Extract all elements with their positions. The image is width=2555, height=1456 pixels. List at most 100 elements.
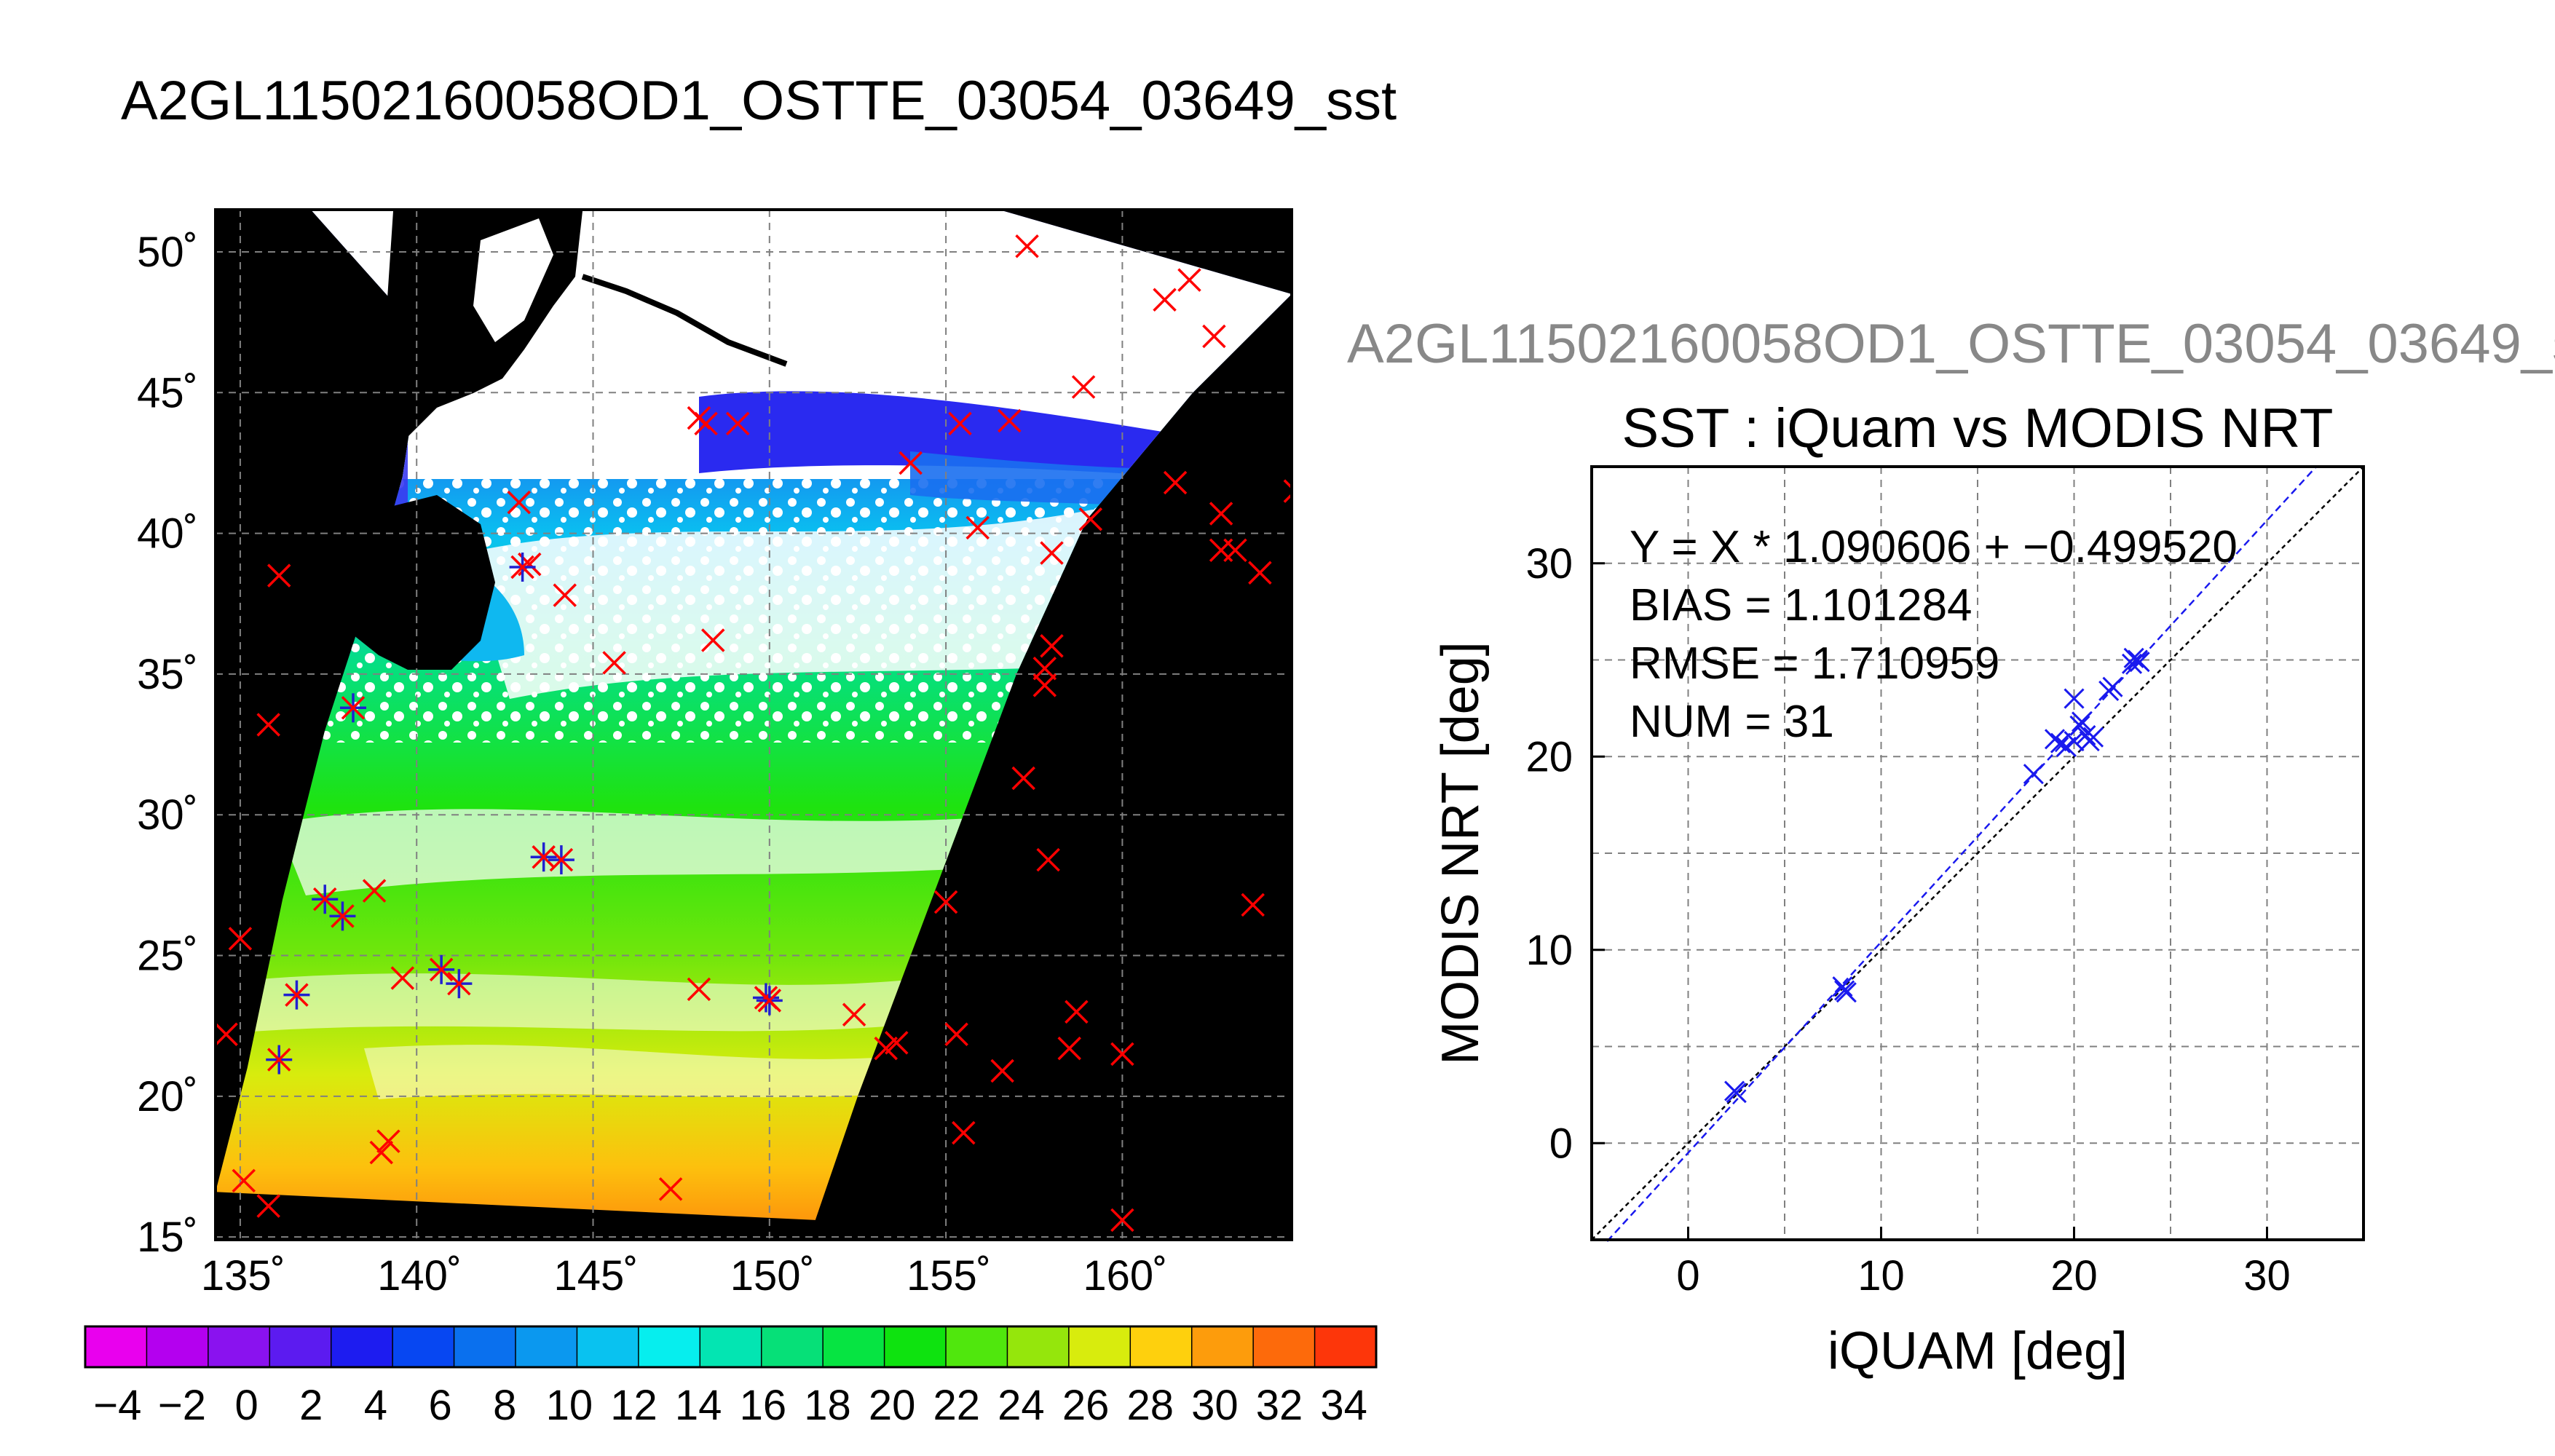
station-marker-40: [1071, 375, 1096, 399]
y-tick-label-1: 10: [1525, 927, 1573, 974]
lon-tick-label-0: 135˚: [201, 1252, 285, 1299]
station-marker-53: [1283, 479, 1292, 503]
y-tick-label-3: 30: [1525, 540, 1573, 587]
station-marker-34: [1032, 656, 1057, 681]
colorbar-label-5: 6: [428, 1382, 451, 1429]
colorbar-cell-3: [269, 1326, 332, 1367]
matchup-station-9: [548, 845, 574, 875]
scatter-x-ticks: 0 10 20 30: [1676, 1227, 2291, 1299]
colorbar-cell-11: [761, 1326, 824, 1367]
colorbar-label-17: 30: [1191, 1382, 1239, 1429]
colorbar-label-12: 20: [869, 1382, 916, 1429]
scatter-plot-title: SST : iQuam vs MODIS NRT: [1622, 397, 2334, 459]
kuril-islands: [581, 274, 788, 367]
colorbar-cell-10: [700, 1326, 762, 1367]
station-marker-14: [658, 1177, 683, 1201]
matchup-station-0: [266, 1045, 293, 1075]
station-marker-48: [1209, 502, 1233, 526]
scatter-point-18: [2121, 653, 2143, 674]
colorbar-cell-20: [1314, 1326, 1377, 1367]
station-marker-1: [228, 927, 253, 951]
station-marker-7: [369, 1140, 393, 1165]
colorbar-cells: [85, 1326, 1377, 1367]
scatter-point-11: [2069, 715, 2090, 736]
colorbar-label-19: 34: [1320, 1382, 1367, 1429]
colorbar-cell-16: [1068, 1326, 1131, 1367]
station-marker-10: [507, 490, 531, 515]
scatter-point-21: [2129, 652, 2150, 673]
station-marker-30: [998, 408, 1022, 433]
station-marker-6: [362, 879, 387, 903]
y-tick-label-2: 20: [1525, 733, 1573, 780]
lon-tick-label-4: 155˚: [907, 1252, 991, 1299]
station-marker-2: [232, 1168, 256, 1193]
station-marker-50: [1223, 538, 1247, 563]
scatter-point-19: [2123, 647, 2144, 668]
colorbar-label-3: 2: [299, 1382, 323, 1429]
colorbar-cell-5: [392, 1326, 455, 1367]
station-marker-4: [256, 713, 280, 737]
matchup-station-4: [339, 693, 366, 723]
one-to-one-line: [1591, 466, 2364, 1241]
colorbar-cell-0: [85, 1326, 147, 1367]
matchup-station-1: [283, 980, 310, 1010]
colorbar-cell-7: [516, 1326, 577, 1367]
station-marker-15: [687, 977, 711, 1002]
scatter-point-15: [2082, 727, 2104, 748]
station-marker-27: [948, 411, 972, 436]
colorbar-cell-19: [1253, 1326, 1316, 1367]
matchup-station-2: [312, 885, 339, 914]
map-stations: [216, 234, 1292, 1233]
station-marker-19: [725, 411, 750, 436]
colorbar-cell-17: [1130, 1326, 1193, 1367]
station-marker-37: [1040, 541, 1064, 565]
colorbar-labels: −4 −2 0 2 4 6 8 10 12 14 16 18 20 22 24 26 28 30 32 34: [93, 1382, 1367, 1429]
station-marker-23: [899, 451, 923, 475]
num-value: NUM = 31: [1630, 697, 1834, 747]
x-axis-label: iQUAM [deg]: [1828, 1322, 2128, 1380]
station-marker-12: [553, 583, 577, 607]
colorbar-label-2: 0: [234, 1382, 258, 1429]
colorbar-frame: [84, 1325, 1378, 1369]
station-marker-36: [1040, 634, 1064, 658]
colorbar-label-15: 26: [1062, 1382, 1110, 1429]
main-title: A2GL11502160058OD1_OSTTE_03054_03649_sst: [121, 70, 1397, 132]
lon-tick-label-5: 160˚: [1083, 1252, 1167, 1299]
map-frame: [214, 208, 1293, 1241]
matchup-station-6: [446, 969, 473, 999]
station-marker-39: [1065, 1000, 1089, 1024]
lat-tick-label-5: 25˚: [137, 933, 198, 980]
station-marker-28: [965, 515, 990, 540]
scatter-point-4: [1836, 982, 1857, 1003]
station-marker-26: [952, 1120, 976, 1145]
colorbar-label-8: 12: [610, 1382, 657, 1429]
colorbar-cell-9: [638, 1326, 700, 1367]
station-marker-45: [1163, 470, 1188, 495]
colorbar-label-13: 22: [933, 1382, 981, 1429]
scatter-point-5: [2023, 764, 2044, 785]
colorbar-cell-15: [1007, 1326, 1070, 1367]
matchup-station-8: [530, 842, 557, 872]
scatter-lines: [1591, 466, 2364, 1242]
station-marker-42: [1110, 1042, 1134, 1067]
cold-water-band: [699, 391, 1238, 480]
scatter-y-ticks: 0 10 20 30: [1525, 540, 1605, 1167]
lat-tick-label-2: 40˚: [137, 510, 198, 558]
station-marker-31: [1011, 766, 1035, 791]
station-marker-0: [216, 1022, 238, 1047]
scatter-point-17: [2102, 676, 2123, 697]
colorbar-cell-2: [208, 1326, 270, 1367]
scatter-point-6: [2044, 729, 2066, 750]
station-marker-47: [1202, 324, 1226, 349]
scatter-frame: [1590, 465, 2365, 1241]
colorbar-cell-14: [946, 1326, 1008, 1367]
regression-line: [1606, 466, 2318, 1242]
station-marker-8: [376, 1129, 400, 1153]
cloud-band-equatorial: [364, 1045, 917, 1099]
station-marker-41: [1078, 507, 1103, 531]
colorbar-label-6: 8: [493, 1382, 516, 1429]
map-lat-labels: 50˚ 45˚ 40˚ 35˚ 30˚ 25˚ 20˚ 15˚: [137, 229, 198, 1261]
station-marker-24: [933, 890, 958, 914]
colorbar-label-18: 32: [1256, 1382, 1303, 1429]
scatter-grid: [1592, 467, 2364, 1240]
